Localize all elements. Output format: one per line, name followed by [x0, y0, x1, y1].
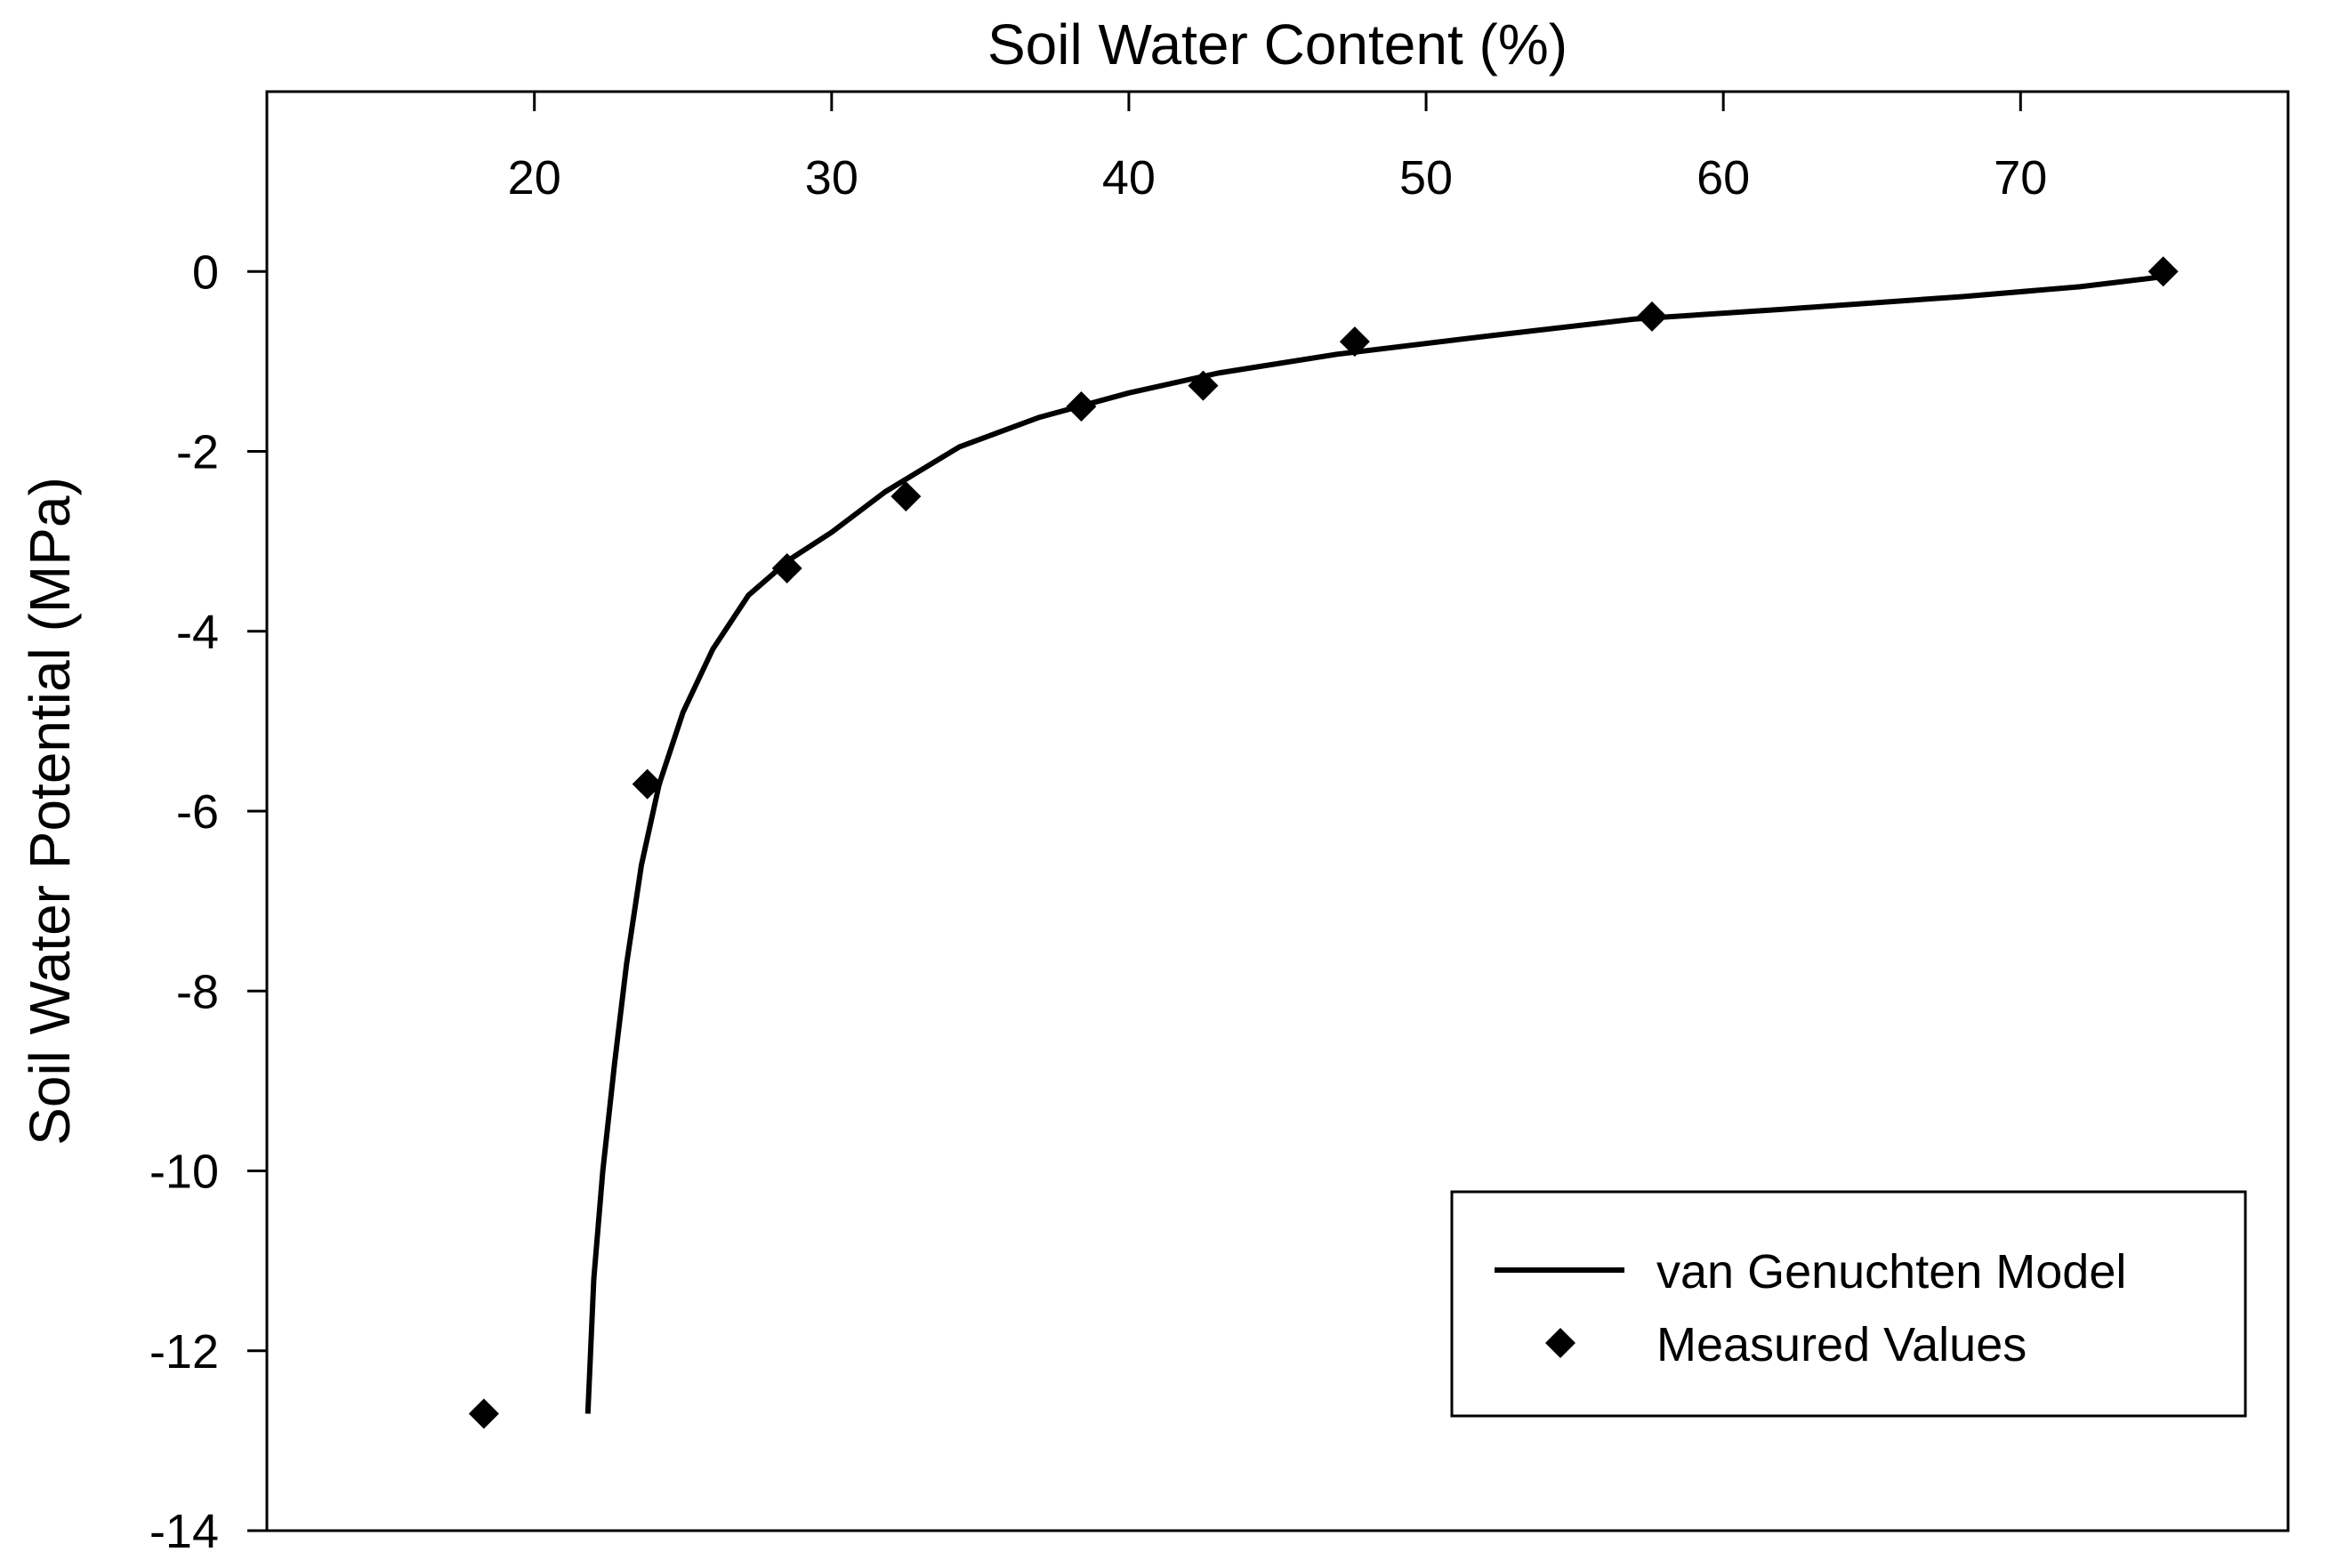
x-tick-label: 30: [805, 151, 858, 205]
x-tick-label: 70: [1994, 151, 2047, 205]
y-tick-label: 0: [192, 245, 219, 299]
x-tick-label: 60: [1696, 151, 1750, 205]
measured-point: [1636, 301, 1667, 332]
measured-point: [771, 552, 802, 583]
measured-point: [890, 481, 922, 512]
legend: van Genuchten Model Measured Values: [1450, 1190, 2247, 1418]
y-ticks: 0 -2 -4 -6 -8 -10 -12 -14: [149, 245, 267, 1558]
y-tick-label: -2: [176, 426, 219, 479]
legend-label-measured: Measured Values: [1656, 1318, 2027, 1371]
x-ticks: 20 30 40 50 60 70: [508, 92, 2047, 205]
y-axis-title: Soil Water Potential (MPa): [18, 477, 82, 1146]
y-tick-label: -14: [149, 1505, 219, 1558]
x-tick-label: 40: [1102, 151, 1156, 205]
legend-frame: [1450, 1190, 2247, 1418]
measured-point: [1339, 326, 1370, 358]
y-tick-label: -4: [176, 606, 219, 659]
series-layer: [468, 256, 2179, 1429]
measured-point: [1188, 370, 1219, 401]
y-tick-label: -12: [149, 1325, 219, 1379]
x-axis-title: Soil Water Content (%): [987, 12, 1567, 76]
y-tick-label: -10: [149, 1146, 219, 1199]
measured-point: [632, 768, 663, 800]
measured-point: [2148, 256, 2179, 287]
measured-point: [468, 1398, 499, 1429]
y-tick-label: -6: [176, 785, 219, 839]
x-tick-label: 20: [508, 151, 561, 205]
y-tick-label: -8: [176, 965, 219, 1018]
legend-label-model: van Genuchten Model: [1656, 1245, 2126, 1299]
legend-diamond-swatch: [1545, 1328, 1575, 1358]
measured-point: [1066, 390, 1097, 422]
x-tick-label: 50: [1399, 151, 1453, 205]
